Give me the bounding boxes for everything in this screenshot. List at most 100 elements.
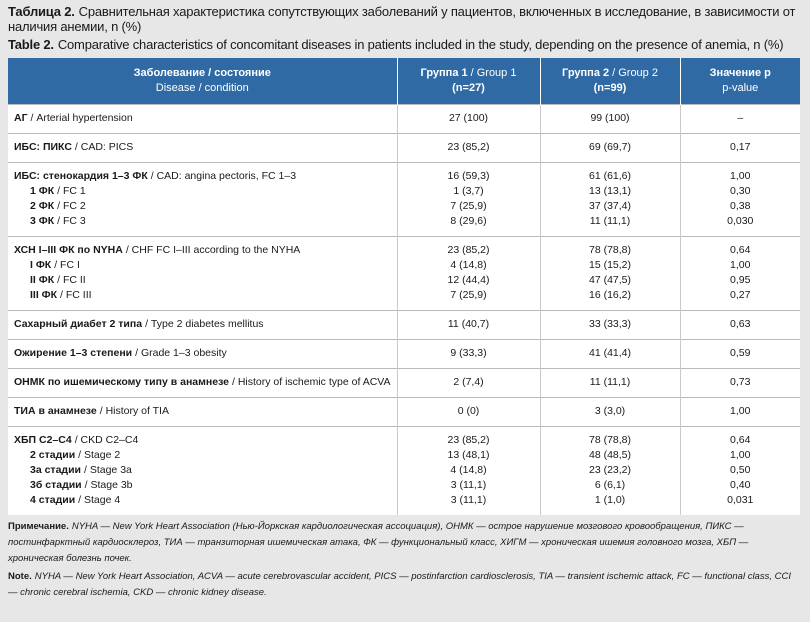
cell-value: 48 (48,5) xyxy=(588,449,632,461)
value-cell: 11 (40,7) xyxy=(396,310,540,340)
value-cell: 23 (85,2) 13 (48,1) 4 (14,8) 3 (11,1) 3 (11,… xyxy=(396,426,540,515)
value-cell: 0,63 xyxy=(679,310,800,340)
cell-value: 6 (6,1) xyxy=(594,479,626,491)
label-cell: ИБС: ПИКС / CAD: PICS xyxy=(8,133,397,163)
regular-text: / FC II xyxy=(57,274,86,286)
regular-text: / Stage 3a xyxy=(84,464,132,476)
cell-value: 69 (69,7) xyxy=(588,141,632,153)
header-cell: Заболевание / состояние Disease / conditi… xyxy=(8,58,397,105)
row-label: 2 ФК / FC 2 xyxy=(14,199,391,214)
row-label: II ФК / FC II xyxy=(14,273,391,288)
caption-label: Table 2. xyxy=(8,37,54,52)
label-cell: АГ / Arterial hypertension xyxy=(8,104,397,134)
cell-value: 1 (1,0) xyxy=(594,494,626,506)
cell-value: 3 (3,0) xyxy=(594,405,626,417)
cell-value: 4 (14,8) xyxy=(450,464,487,476)
row-label: ИБС: ПИКС / CAD: PICS xyxy=(14,140,391,155)
row-label: 4 стадии / Stage 4 xyxy=(14,493,391,508)
header-line: (n=27) xyxy=(398,81,540,96)
row-group: ОНМК по ишемическому типу в анамнезе / Hi… xyxy=(8,368,800,398)
label-cell: ХБП С2–С4/ CKD C2–C4 2 стадии / Stage 2 3а … xyxy=(8,426,397,515)
bold-text: ХСН I–III ФК по NYHA xyxy=(14,244,123,256)
notes: Примечание. NYHA — New York Heart Associa… xyxy=(8,519,802,601)
cell-value: 0 (0) xyxy=(457,405,480,417)
label-cell: Ожирение 1–3 степени / Grade 1–3 obesity xyxy=(8,339,397,369)
cell-value: 78 (78,8) xyxy=(588,434,632,446)
cell-value: 7 (25,9) xyxy=(450,289,487,301)
row-label: ОНМК по ишемическому типу в анамнезе / Hi… xyxy=(14,375,391,390)
value-cell: 1,00 0,30 0,38 0,030 xyxy=(679,162,800,237)
data-table: Заболевание / состояние Disease / conditi… xyxy=(8,58,800,515)
row-label: АГ / Arterial hypertension xyxy=(14,111,391,126)
regular-text: / FC I xyxy=(54,259,80,271)
cell-value: 0,030 xyxy=(727,215,754,227)
header-line: Заболевание / состояние xyxy=(8,66,397,81)
cell-value: 0,30 xyxy=(730,185,751,197)
bold-text: 2 стадии xyxy=(30,449,76,461)
row-group: ИБС: стенокардия 1–3 ФК / CAD: angina pec… xyxy=(8,162,800,237)
cell-value: 4 (14,8) xyxy=(450,259,487,271)
cell-value: 0,64 xyxy=(730,244,751,256)
cell-value: 0,17 xyxy=(730,141,751,153)
regular-text: / Group 1 xyxy=(470,67,517,79)
cell-value: 41 (41,4) xyxy=(588,347,632,359)
caption-label: Таблица 2. xyxy=(8,4,75,19)
table-header: Заболевание / состояние Disease / conditi… xyxy=(8,58,800,105)
row-group: ИБС: ПИКС / CAD: PICS 23 (85,2) 69 (69,7) 0,… xyxy=(8,133,800,163)
value-cell: 11 (11,1) xyxy=(539,368,680,398)
header-cell: Группа 2/ Group 2 (n=99) xyxy=(539,58,680,105)
cell-value: 7 (25,9) xyxy=(450,200,487,212)
regular-text: / FC 1 xyxy=(57,185,86,197)
bold-text: I ФК xyxy=(30,259,52,271)
bold-text: ОНМК по ишемическому типу в анамнезе xyxy=(14,376,229,388)
cell-value: 2 (7,4) xyxy=(453,376,484,388)
value-cell: 0 (0) xyxy=(396,397,540,427)
note-ru: Примечание. NYHA — New York Heart Associa… xyxy=(8,519,802,567)
cell-value: 13 (48,1) xyxy=(447,449,490,461)
cell-value: 61 (61,6) xyxy=(588,170,632,182)
value-cell: 0,73 xyxy=(679,368,800,398)
bold-text: Заболевание / состояние xyxy=(133,67,271,79)
regular-text: / Stage 4 xyxy=(78,494,121,506)
cell-value: 9 (33,3) xyxy=(450,347,487,359)
table-body: АГ / Arterial hypertension 27 (100) 99 (100… xyxy=(8,104,800,515)
note-en: Note. NYHA — New York Heart Association, … xyxy=(8,569,802,601)
header-line: Группа 2/ Group 2 xyxy=(541,66,680,81)
bold-text: Ожирение 1–3 степени xyxy=(14,347,133,359)
label-cell: ТИА в анамнезе / History of TIA xyxy=(8,397,397,427)
bold-text: 2 ФК xyxy=(30,200,55,212)
regular-text: / FC III xyxy=(60,289,92,301)
cell-value: 0,50 xyxy=(730,464,751,476)
cell-value: 23 (85,2) xyxy=(447,434,490,446)
row-label: ХБП С2–С4/ CKD C2–C4 xyxy=(14,433,391,448)
regular-text: / Group 2 xyxy=(612,67,658,79)
bold-text: ИБС: стенокардия 1–3 ФК xyxy=(14,170,148,182)
header-line: Группа 1/ Group 1 xyxy=(398,66,540,81)
row-label: III ФК / FC III xyxy=(14,288,391,303)
value-cell: 0,17 xyxy=(679,133,800,163)
value-cell: 0,59 xyxy=(679,339,800,369)
cell-value: 23 (85,2) xyxy=(447,244,490,256)
value-cell: 99 (100) xyxy=(539,104,680,134)
row-label: 3б стадии / Stage 3b xyxy=(14,478,391,493)
header-row: Заболевание / состояние Disease / conditi… xyxy=(8,58,800,105)
note-text: NYHA — New York Heart Association, ACVA … xyxy=(8,571,791,598)
bold-text: Группа 1 xyxy=(420,67,468,79)
cell-value: 13 (13,1) xyxy=(588,185,632,197)
cell-value: 11 (11,1) xyxy=(589,376,631,388)
cell-value: 12 (44,4) xyxy=(447,274,490,286)
regular-text: / History of TIA xyxy=(99,405,169,417)
cell-value: 1 (3,7) xyxy=(453,185,484,197)
bold-text: 3а стадии xyxy=(30,464,81,476)
cell-value: 23 (23,2) xyxy=(588,464,632,476)
bold-text: 1 ФК xyxy=(30,185,55,197)
bold-text: III ФК xyxy=(30,289,58,301)
bold-text: II ФК xyxy=(30,274,55,286)
cell-value: – xyxy=(737,112,744,124)
caption-text: Сравнительная характеристика сопутствующ… xyxy=(8,4,796,34)
cell-value: 11 (40,7) xyxy=(447,318,490,330)
value-cell: – xyxy=(679,104,800,134)
cell-value: 99 (100) xyxy=(590,112,630,124)
header-cell: Значение p p-value xyxy=(679,58,800,105)
row-label: 2 стадии / Stage 2 xyxy=(14,448,391,463)
